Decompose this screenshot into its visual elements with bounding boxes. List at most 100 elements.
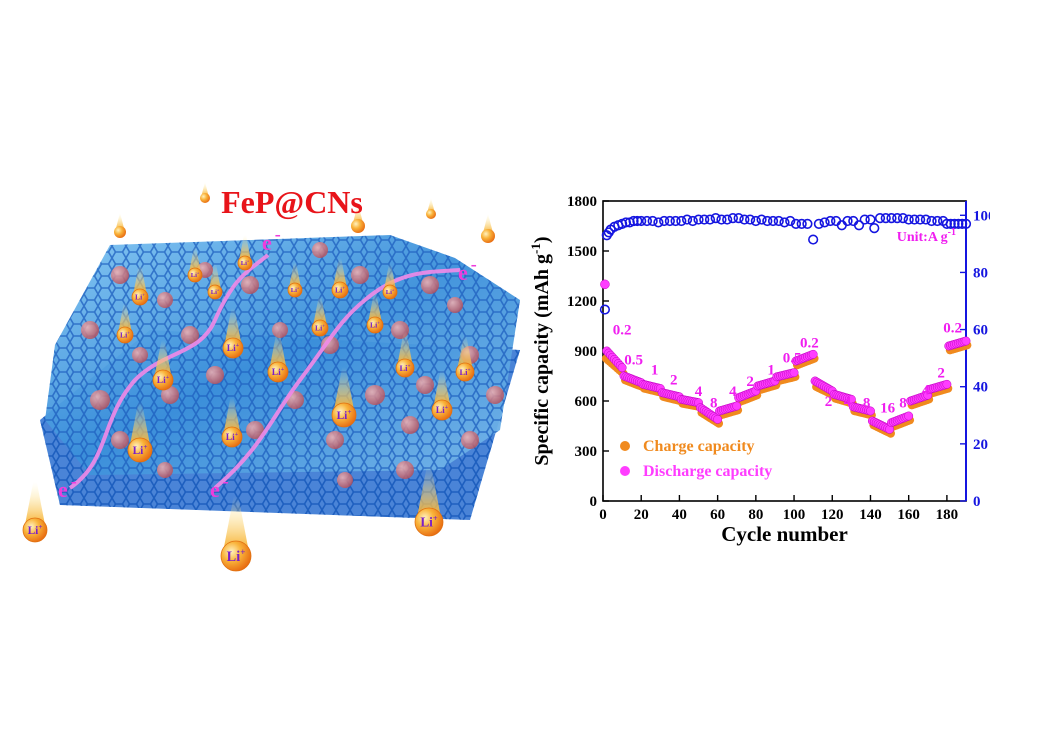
efficiency-point xyxy=(953,218,964,229)
efficiency-point xyxy=(892,213,903,224)
li-ion-small xyxy=(200,182,210,203)
efficiency-point xyxy=(687,215,698,227)
li-ion: Li+ xyxy=(287,262,303,298)
legend-marker xyxy=(620,466,630,476)
rate-label: 16 xyxy=(880,401,896,417)
li-ion-label: Li+ xyxy=(227,343,240,354)
rate-label: 0.5 xyxy=(783,351,802,367)
efficiency-point xyxy=(745,214,756,225)
legend-marker xyxy=(620,441,630,451)
rate-label: 0.2 xyxy=(613,322,632,338)
legend-item: Discharge capacity xyxy=(620,463,772,480)
efficiency-point xyxy=(727,213,739,224)
li-ion: Li+ xyxy=(431,370,453,421)
efficiency-point xyxy=(733,213,744,224)
li-ion: Li+ xyxy=(267,332,289,383)
efficiency-point xyxy=(710,213,721,224)
y2-tick-label: 0 xyxy=(973,494,981,510)
y-tick-label: 0 xyxy=(590,494,598,510)
efficiency-point xyxy=(659,215,670,227)
rate-label: 4 xyxy=(695,384,703,400)
y-tick-label: 600 xyxy=(575,394,598,410)
li-ion: Li+ xyxy=(414,466,444,537)
fep-cns-illustration: Li+ Li+ Li+ Li+ Li+ Li+ Li+ Li+ Li+ Li+ Li+ Li+ Li+ L… xyxy=(22,182,520,572)
li-ion: Li+ xyxy=(207,264,223,300)
x-tick-label: 60 xyxy=(710,507,725,523)
electron-labels: e -e -e - e - xyxy=(58,224,477,502)
legend-label: Discharge capacity xyxy=(643,463,772,480)
li-ion: Li+ xyxy=(116,303,134,344)
li-ion-label: Li+ xyxy=(315,324,325,333)
li-ion: Li+ xyxy=(222,308,244,359)
li-ion-label: Li+ xyxy=(135,293,145,302)
series-efficiency xyxy=(599,213,972,315)
y2-tick-label: 80 xyxy=(973,265,988,281)
x-tick-label: 80 xyxy=(748,507,763,523)
efficiency-point xyxy=(897,213,909,224)
efficiency-point xyxy=(859,214,870,225)
li-ion-small xyxy=(351,203,365,233)
efficiency-point xyxy=(699,214,710,225)
rate-label: 2 xyxy=(937,366,945,382)
y-axis-title: Specific capacity (mAh g-1) xyxy=(528,236,553,465)
x-tick-label: 40 xyxy=(672,507,687,523)
rate-label: 1 xyxy=(651,362,659,378)
efficiency-point xyxy=(920,214,931,225)
efficiency-point xyxy=(945,218,956,229)
efficiency-point xyxy=(886,213,897,224)
efficiency-point xyxy=(880,213,891,224)
li-ion-small xyxy=(114,212,126,238)
li-ion: Li+ xyxy=(131,265,149,306)
efficiency-point xyxy=(632,215,643,227)
li-ion-small xyxy=(481,213,495,243)
y2-tick-label: 100 xyxy=(973,208,990,224)
li-ion-small xyxy=(426,198,436,219)
x-tick-label: 140 xyxy=(859,507,882,523)
y-tick-label: 1800 xyxy=(567,194,597,210)
li-ion-label: Li+ xyxy=(157,375,170,386)
rate-label: 4 xyxy=(922,382,930,398)
efficiency-point xyxy=(636,215,647,227)
efficiency-point xyxy=(842,215,853,227)
discharge-point xyxy=(942,379,952,389)
rate-label: 0.2 xyxy=(800,336,819,352)
efficiency-point xyxy=(949,218,960,229)
li-ion: Li+ xyxy=(455,336,475,382)
discharge-point xyxy=(732,401,742,411)
efficiency-point xyxy=(647,215,658,227)
rate-performance-chart: 0 20 40 60 80 100 120 140 160 1800300600900120015… xyxy=(528,194,990,546)
efficiency-point xyxy=(802,218,813,229)
li-ion-label: Li+ xyxy=(370,321,380,330)
y2-tick-label: 60 xyxy=(973,323,988,339)
li-ion: Li+ xyxy=(22,482,48,543)
legend-label: Charge capacity xyxy=(643,438,755,455)
efficiency-point xyxy=(767,215,779,227)
rate-label: 4 xyxy=(844,394,852,410)
x-tick-label: 180 xyxy=(936,507,959,523)
li-ion-label: Li+ xyxy=(211,287,220,296)
y2-tick-label: 40 xyxy=(973,380,988,396)
efficiency-point xyxy=(825,215,836,227)
efficiency-point xyxy=(779,217,790,228)
li-ion-label: Li+ xyxy=(272,367,285,378)
rate-label: 8 xyxy=(899,396,907,412)
unit-note: Unit:A g-1 xyxy=(897,227,956,245)
discharge-point xyxy=(617,363,627,373)
illustration-title: FeP@CNs xyxy=(221,184,363,220)
efficiency-point xyxy=(960,218,972,229)
discharge-point xyxy=(600,279,610,290)
li-ion-label: Li+ xyxy=(459,367,470,377)
efficiency-point xyxy=(796,218,807,229)
efficiency-point xyxy=(628,215,639,227)
efficiency-point xyxy=(903,214,914,225)
efficiency-point xyxy=(874,213,886,224)
rate-label: 2 xyxy=(825,394,833,410)
efficiency-point xyxy=(915,214,926,225)
efficiency-point xyxy=(869,223,880,234)
electron-pathways xyxy=(68,253,461,490)
efficiency-point xyxy=(664,215,675,227)
efficiency-point xyxy=(641,215,653,227)
discharge-point xyxy=(713,414,723,424)
rate-label: 8 xyxy=(710,396,718,412)
